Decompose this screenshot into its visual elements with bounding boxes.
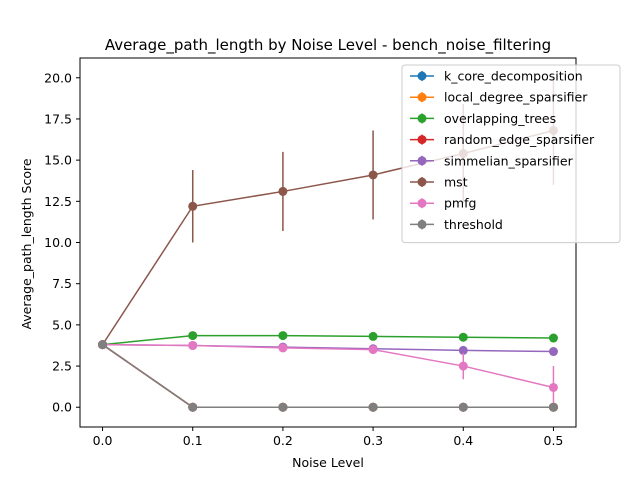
legend-marker xyxy=(417,198,427,208)
legend-label: threshold xyxy=(444,217,503,232)
legend-item: mst xyxy=(410,175,468,190)
data-point xyxy=(188,201,198,211)
data-point xyxy=(458,345,468,355)
legend-label: k_core_decomposition xyxy=(444,69,583,84)
y-tick-label: 0.0 xyxy=(52,400,72,415)
y-tick-label: 12.5 xyxy=(44,194,72,209)
y-tick-label: 20.0 xyxy=(44,70,72,85)
axes-ticks: 0.0 0.1 0.2 0.3 0.4 0.5 0.0 2.5 5.0 7.5 10.0 12.5 15… xyxy=(44,70,563,448)
legend: k_core_decomposition local_degree_sparsif… xyxy=(401,64,621,244)
data-point xyxy=(458,332,468,342)
y-tick-label: 10.0 xyxy=(44,235,72,250)
data-point xyxy=(458,361,468,371)
data-point xyxy=(188,331,198,341)
legend-item: pmfg xyxy=(410,196,476,211)
y-tick-label: 5.0 xyxy=(52,317,72,332)
x-tick-label: 0.1 xyxy=(183,433,203,448)
legend-marker xyxy=(417,92,427,102)
data-point xyxy=(98,340,108,350)
data-point xyxy=(368,345,378,355)
y-tick-label: 7.5 xyxy=(52,276,72,291)
legend-label: pmfg xyxy=(444,196,476,211)
y-axis-label: Average_path_length Score xyxy=(19,158,34,329)
series-threshold xyxy=(98,340,558,412)
chart-title: Average_path_length by Noise Level - ben… xyxy=(105,36,551,55)
series-line xyxy=(102,343,554,389)
legend-label: mst xyxy=(444,175,468,190)
legend-marker xyxy=(417,219,427,229)
legend-marker xyxy=(417,135,427,145)
series-pmfg xyxy=(98,340,558,409)
legend-item: overlapping_trees xyxy=(410,111,556,126)
series-line xyxy=(102,344,554,408)
x-tick-label: 0.2 xyxy=(273,433,293,448)
legend-marker xyxy=(417,156,427,166)
legend-label: random_edge_sparsifier xyxy=(444,132,595,147)
series-line xyxy=(102,344,554,408)
data-point xyxy=(278,331,288,341)
legend-marker xyxy=(417,113,427,123)
series-line xyxy=(102,344,554,408)
data-point xyxy=(278,343,288,353)
legend-item: k_core_decomposition xyxy=(410,69,583,84)
data-point xyxy=(188,340,198,350)
y-tick-label: 2.5 xyxy=(52,359,72,374)
series-overlapping_trees xyxy=(98,331,558,350)
data-point xyxy=(188,402,198,412)
legend-label: simmelian_sparsifier xyxy=(444,153,574,168)
x-tick-label: 0.3 xyxy=(363,433,383,448)
series-line xyxy=(102,334,554,346)
y-tick-label: 15.0 xyxy=(44,153,72,168)
legend-item: local_degree_sparsifier xyxy=(410,90,588,105)
x-tick-label: 0.5 xyxy=(544,433,564,448)
data-point xyxy=(368,331,378,341)
data-point xyxy=(548,333,558,343)
y-tick-label: 17.5 xyxy=(44,111,72,126)
legend-label: local_degree_sparsifier xyxy=(444,90,588,105)
data-point xyxy=(368,402,378,412)
data-point xyxy=(548,347,558,357)
legend-item: random_edge_sparsifier xyxy=(410,132,595,147)
x-axis-label: Noise Level xyxy=(292,455,364,470)
legend-item: threshold xyxy=(410,217,503,232)
data-point xyxy=(278,186,288,196)
data-point xyxy=(548,382,558,392)
legend-marker xyxy=(417,177,427,187)
series-line xyxy=(102,344,554,408)
legend-item: simmelian_sparsifier xyxy=(410,153,574,168)
legend-box xyxy=(401,64,621,244)
data-point xyxy=(368,170,378,180)
data-point xyxy=(458,402,468,412)
data-point xyxy=(548,402,558,412)
legend-marker xyxy=(417,71,427,81)
data-point xyxy=(278,402,288,412)
legend-label: overlapping_trees xyxy=(444,111,556,126)
x-tick-label: 0.0 xyxy=(93,433,113,448)
x-tick-label: 0.4 xyxy=(453,433,473,448)
